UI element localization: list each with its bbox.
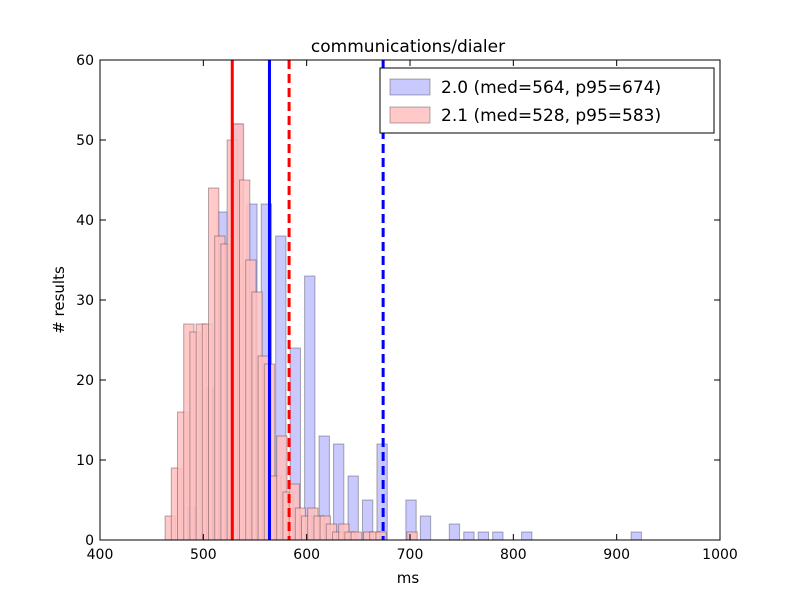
legend-box [379,67,715,134]
chart-title: communications/dialer [311,37,505,57]
histogram-bar-series-1 [492,531,504,541]
y-tick-label: 50 [76,133,94,149]
histogram-bar-series-1 [521,531,533,541]
histogram-bar-series-1 [419,515,432,541]
legend: 2.0 (med=564, p95=674) 2.1 (med=528, p95=… [379,67,715,134]
y-tick-label: 20 [76,373,94,389]
x-axis-label: ms [397,569,420,587]
y-axis-label: # results [50,266,68,334]
legend-label: 2.0 (med=564, p95=674) [441,78,661,98]
histogram-bar-series-2 [375,531,387,541]
histogram-bar-series-1 [304,275,316,541]
y-tick-label: 30 [76,293,94,309]
y-tick-label: 40 [76,213,94,229]
x-tick-label: 800 [500,547,527,563]
x-tick-label: 400 [87,547,114,563]
y-tick-label: 0 [85,533,94,549]
y-tick-label: 60 [76,53,94,69]
histogram-bar-series-1 [463,531,475,541]
histogram-bar-series-2 [406,531,418,541]
legend-swatch [389,78,431,96]
histogram-bar-series-1 [477,531,490,541]
x-tick-label: 600 [293,547,320,563]
histogram-bar-series-2 [350,531,362,541]
x-tick-label: 900 [603,547,630,563]
legend-label: 2.1 (med=528, p95=583) [441,106,661,126]
histogram-bar-series-1 [630,531,642,541]
legend-swatch [389,106,431,124]
histogram-bar-series-1 [347,475,359,541]
histogram-bar-series-1 [448,523,461,541]
axis-ticks: 400 500 600 700 800 900 1000 0 10 20 30 40 50 60 [76,53,738,563]
x-tick-label: 1000 [702,547,738,563]
x-tick-label: 700 [397,547,424,563]
x-tick-label: 500 [190,547,217,563]
reference-lines [230,60,385,540]
y-tick-label: 10 [76,453,94,469]
